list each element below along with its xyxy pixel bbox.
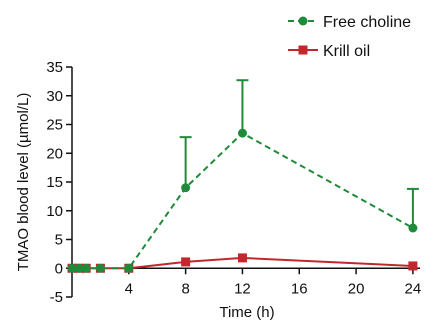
legend-item: Krill oil: [288, 43, 370, 60]
x-tick-label: 12: [234, 280, 251, 297]
x-tick-label: 20: [348, 280, 365, 297]
series-line: [72, 131, 414, 270]
data-point: [237, 253, 247, 263]
series-layer: [67, 79, 419, 273]
y-tick-label: 0: [55, 260, 63, 277]
data-point: [81, 263, 91, 273]
x-tick-label: 4: [125, 280, 133, 297]
x-tick-label: 8: [181, 280, 189, 297]
series-free-choline: [67, 79, 419, 273]
data-point: [181, 257, 191, 267]
data-point: [181, 183, 191, 193]
x-tick-label: 24: [405, 280, 422, 297]
y-tick-label: 15: [46, 174, 63, 191]
legend-swatch-marker: [298, 16, 308, 26]
data-point: [408, 223, 418, 233]
y-tick-label: 25: [46, 117, 63, 134]
legend: Free choline Krill oil: [288, 14, 411, 60]
data-point: [67, 263, 77, 273]
y-tick-label: 35: [46, 59, 63, 76]
x-tick-label: 16: [291, 280, 308, 297]
legend-label: Free choline: [323, 14, 411, 31]
data-point: [408, 261, 418, 271]
y-tick-label: 10: [46, 203, 63, 220]
legend-swatch-marker: [298, 45, 308, 55]
y-tick-label: 30: [46, 88, 63, 105]
data-point: [124, 263, 134, 273]
legend-label: Krill oil: [323, 43, 370, 60]
y-tick-label: -5: [50, 289, 63, 306]
data-point: [95, 263, 105, 273]
axes: -5 0 5 10 15 20 25 30 35 4 8 12 16 20 24: [46, 59, 421, 306]
x-axis-label: Time (h): [219, 304, 274, 321]
data-point: [74, 263, 84, 273]
legend-item: Free choline: [288, 14, 411, 31]
y-tick-label: 20: [46, 145, 63, 162]
data-point: [237, 128, 247, 138]
y-tick-label: 5: [55, 232, 63, 249]
y-axis-label: TMAO blood level (µmol/L): [15, 93, 32, 272]
